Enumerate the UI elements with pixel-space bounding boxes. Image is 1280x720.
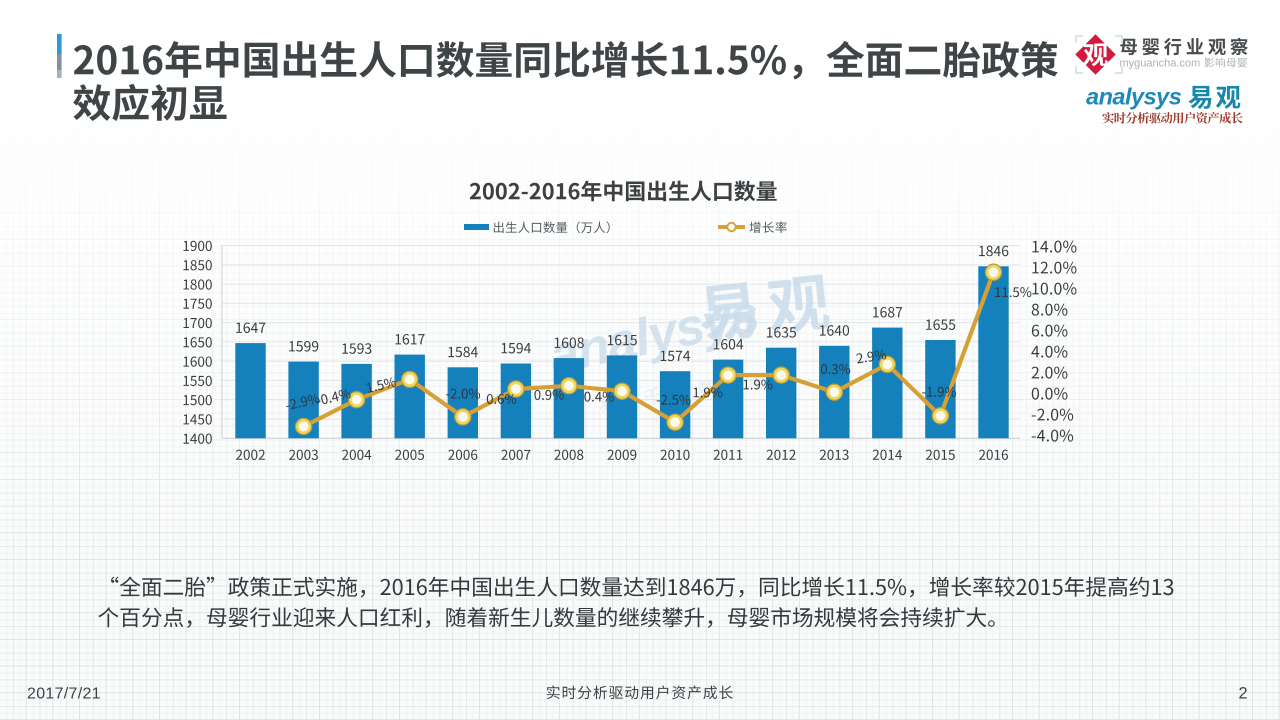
svg-text:analysys: analysys [1086, 84, 1182, 110]
svg-text:2017/7/21: 2017/7/21 [27, 686, 101, 703]
svg-text:2: 2 [1238, 685, 1247, 703]
svg-text:myguancha.com: myguancha.com [1120, 58, 1201, 70]
